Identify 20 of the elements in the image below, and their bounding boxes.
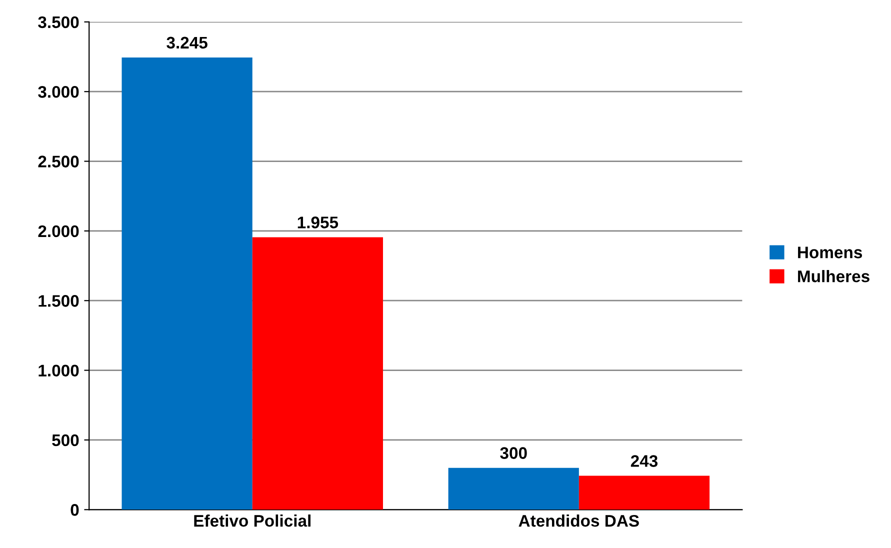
- bar: [252, 237, 383, 510]
- y-tick-label: 3.000: [38, 86, 79, 98]
- y-tick-label: 3.500: [38, 16, 79, 28]
- data-label: 300: [500, 447, 527, 460]
- bar: [122, 57, 252, 510]
- y-tick-label: 2.000: [38, 225, 79, 238]
- legend-label: Mulheres: [798, 270, 870, 282]
- y-tick-label: 1.500: [38, 295, 79, 307]
- y-tick-label: 1.000: [38, 364, 79, 376]
- data-label: 3.245: [166, 36, 208, 49]
- data-label: 243: [630, 455, 658, 467]
- data-label: 1.955: [298, 216, 338, 228]
- x-tick-label: Atendidos DAS: [518, 514, 639, 527]
- bar: [448, 468, 579, 510]
- bar: [578, 476, 710, 510]
- y-tick-label: 2.500: [38, 156, 79, 168]
- y-tick-label: 500: [52, 434, 79, 446]
- legend-label: Homens: [798, 246, 862, 258]
- y-tick-label: 0: [70, 504, 79, 516]
- x-tick-label: Efetivo Policial: [194, 514, 310, 527]
